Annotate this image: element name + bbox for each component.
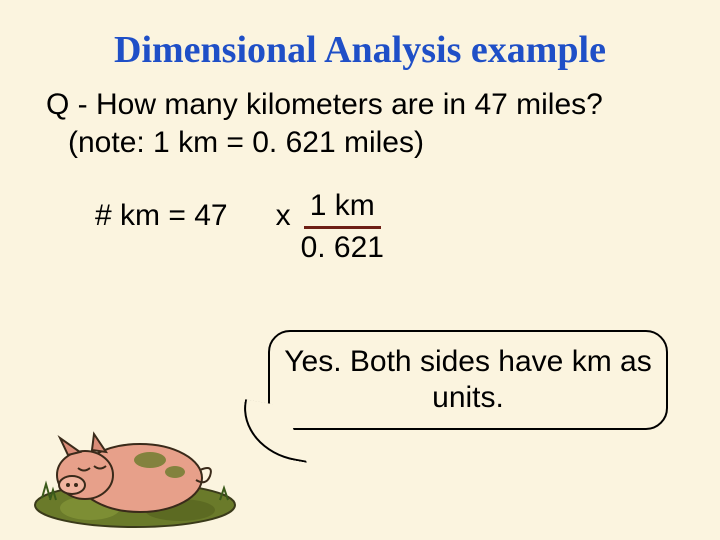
question-block: Q - How many kilometers are in 47 miles?… (0, 72, 720, 161)
fraction-denominator: 0. 621 (301, 229, 384, 266)
speech-bubble-text: Yes. Both sides have km as units. (284, 344, 652, 416)
fraction-numerator: 1 km (304, 189, 381, 229)
conversion-fraction: 1 km 0. 621 (301, 189, 384, 265)
question-note: (note: 1 km = 0. 621 miles) (46, 124, 674, 162)
equation: # km = 47 x 1 km 0. 621 (0, 161, 720, 265)
pig-in-mud-illustration (30, 400, 240, 530)
slide-title: Dimensional Analysis example (0, 0, 720, 72)
multiply-symbol: x (276, 189, 291, 233)
equation-lhs: # km = 47 (95, 189, 228, 233)
equation-rhs: x 1 km 0. 621 (276, 189, 384, 265)
question-line-1: Q - How many kilometers are in 47 miles? (46, 86, 674, 124)
speech-bubble: Yes. Both sides have km as units. (268, 330, 668, 430)
